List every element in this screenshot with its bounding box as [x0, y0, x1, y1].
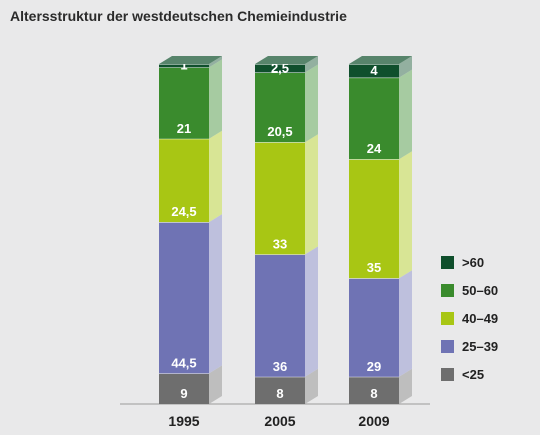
bar-segment-2005-2 [255, 142, 305, 255]
bar-segment-1995-4 [159, 64, 209, 68]
bar-side-1995-1 [209, 214, 222, 374]
x-tick-2009: 2009 [358, 413, 389, 429]
legend-label-3: 25–39 [462, 339, 498, 354]
data-label-2009-3: 24 [367, 141, 382, 156]
x-tick-1995: 1995 [168, 413, 199, 429]
legend-label-4: <25 [462, 367, 484, 382]
data-label-2009-4: 4 [370, 63, 378, 78]
bar-side-2005-0 [305, 368, 318, 404]
legend: >60 50–60 40–49 25–39 <25 [441, 255, 498, 382]
data-label-1995-1: 44,5 [171, 355, 196, 370]
legend-swatch-2 [441, 312, 454, 325]
data-label-1995-0: 9 [180, 386, 187, 401]
x-axis-ticks: 1995 2005 2009 [168, 413, 389, 429]
legend-label-0: >60 [462, 255, 484, 270]
legend-label-1: 50–60 [462, 283, 498, 298]
bar-side-1995-2 [209, 130, 222, 223]
bar-segment-2009-2 [349, 159, 399, 279]
bar-segment-2005-0 [255, 376, 305, 404]
data-label-1995-2: 24,5 [171, 204, 196, 219]
bar-side-2005-1 [305, 246, 318, 377]
chart-title: Altersstruktur der westdeutschen Chemiei… [10, 8, 347, 24]
bar-segment-1995-3 [159, 67, 209, 139]
bar-side-2005-4 [305, 56, 318, 73]
data-label-1995-3: 21 [177, 121, 191, 136]
bar-side-1995-0 [209, 365, 222, 404]
bar-side-2009-2 [399, 151, 412, 279]
bar-side-2009-0 [399, 368, 412, 404]
bar-side-1995-3 [209, 59, 222, 139]
data-label-2005-0: 8 [276, 386, 283, 401]
data-label-2009-2: 35 [367, 260, 381, 275]
bar-side-2005-2 [305, 134, 318, 255]
legend-swatch-3 [441, 340, 454, 353]
legend-swatch-1 [441, 284, 454, 297]
bar-top-2009 [349, 56, 412, 64]
bar-segment-1995-1 [159, 222, 209, 374]
bar-segment-2005-1 [255, 254, 305, 377]
bar-segment-2009-3 [349, 77, 399, 160]
bar-top-2005 [255, 56, 318, 64]
bar-segment-1995-2 [159, 138, 209, 223]
bar-side-2009-1 [399, 270, 412, 377]
bar-segment-2009-4 [349, 64, 399, 78]
bar-segment-1995-0 [159, 373, 209, 404]
data-label-2005-2: 33 [273, 236, 287, 251]
legend-swatch-4 [441, 368, 454, 381]
bar-segment-2009-0 [349, 376, 399, 404]
legend-label-2: 40–49 [462, 311, 498, 326]
bar-side-1995-4 [209, 56, 222, 68]
data-label-2005-3: 20,5 [267, 124, 292, 139]
legend-swatch-0 [441, 256, 454, 269]
bar-side-2009-4 [399, 56, 412, 78]
bar-side-2005-3 [305, 64, 318, 143]
bar-segment-2005-4 [255, 64, 305, 73]
data-label-1995-4: 1 [180, 58, 187, 73]
bar-segment-2009-1 [349, 278, 399, 377]
data-label-2009-1: 29 [367, 359, 381, 374]
data-label-2005-1: 36 [273, 359, 287, 374]
x-tick-2005: 2005 [264, 413, 295, 429]
data-label-2009-0: 8 [370, 386, 377, 401]
bar-top-1995 [159, 56, 222, 64]
bar-segment-2005-3 [255, 72, 305, 143]
bar-side-2009-3 [399, 69, 412, 160]
